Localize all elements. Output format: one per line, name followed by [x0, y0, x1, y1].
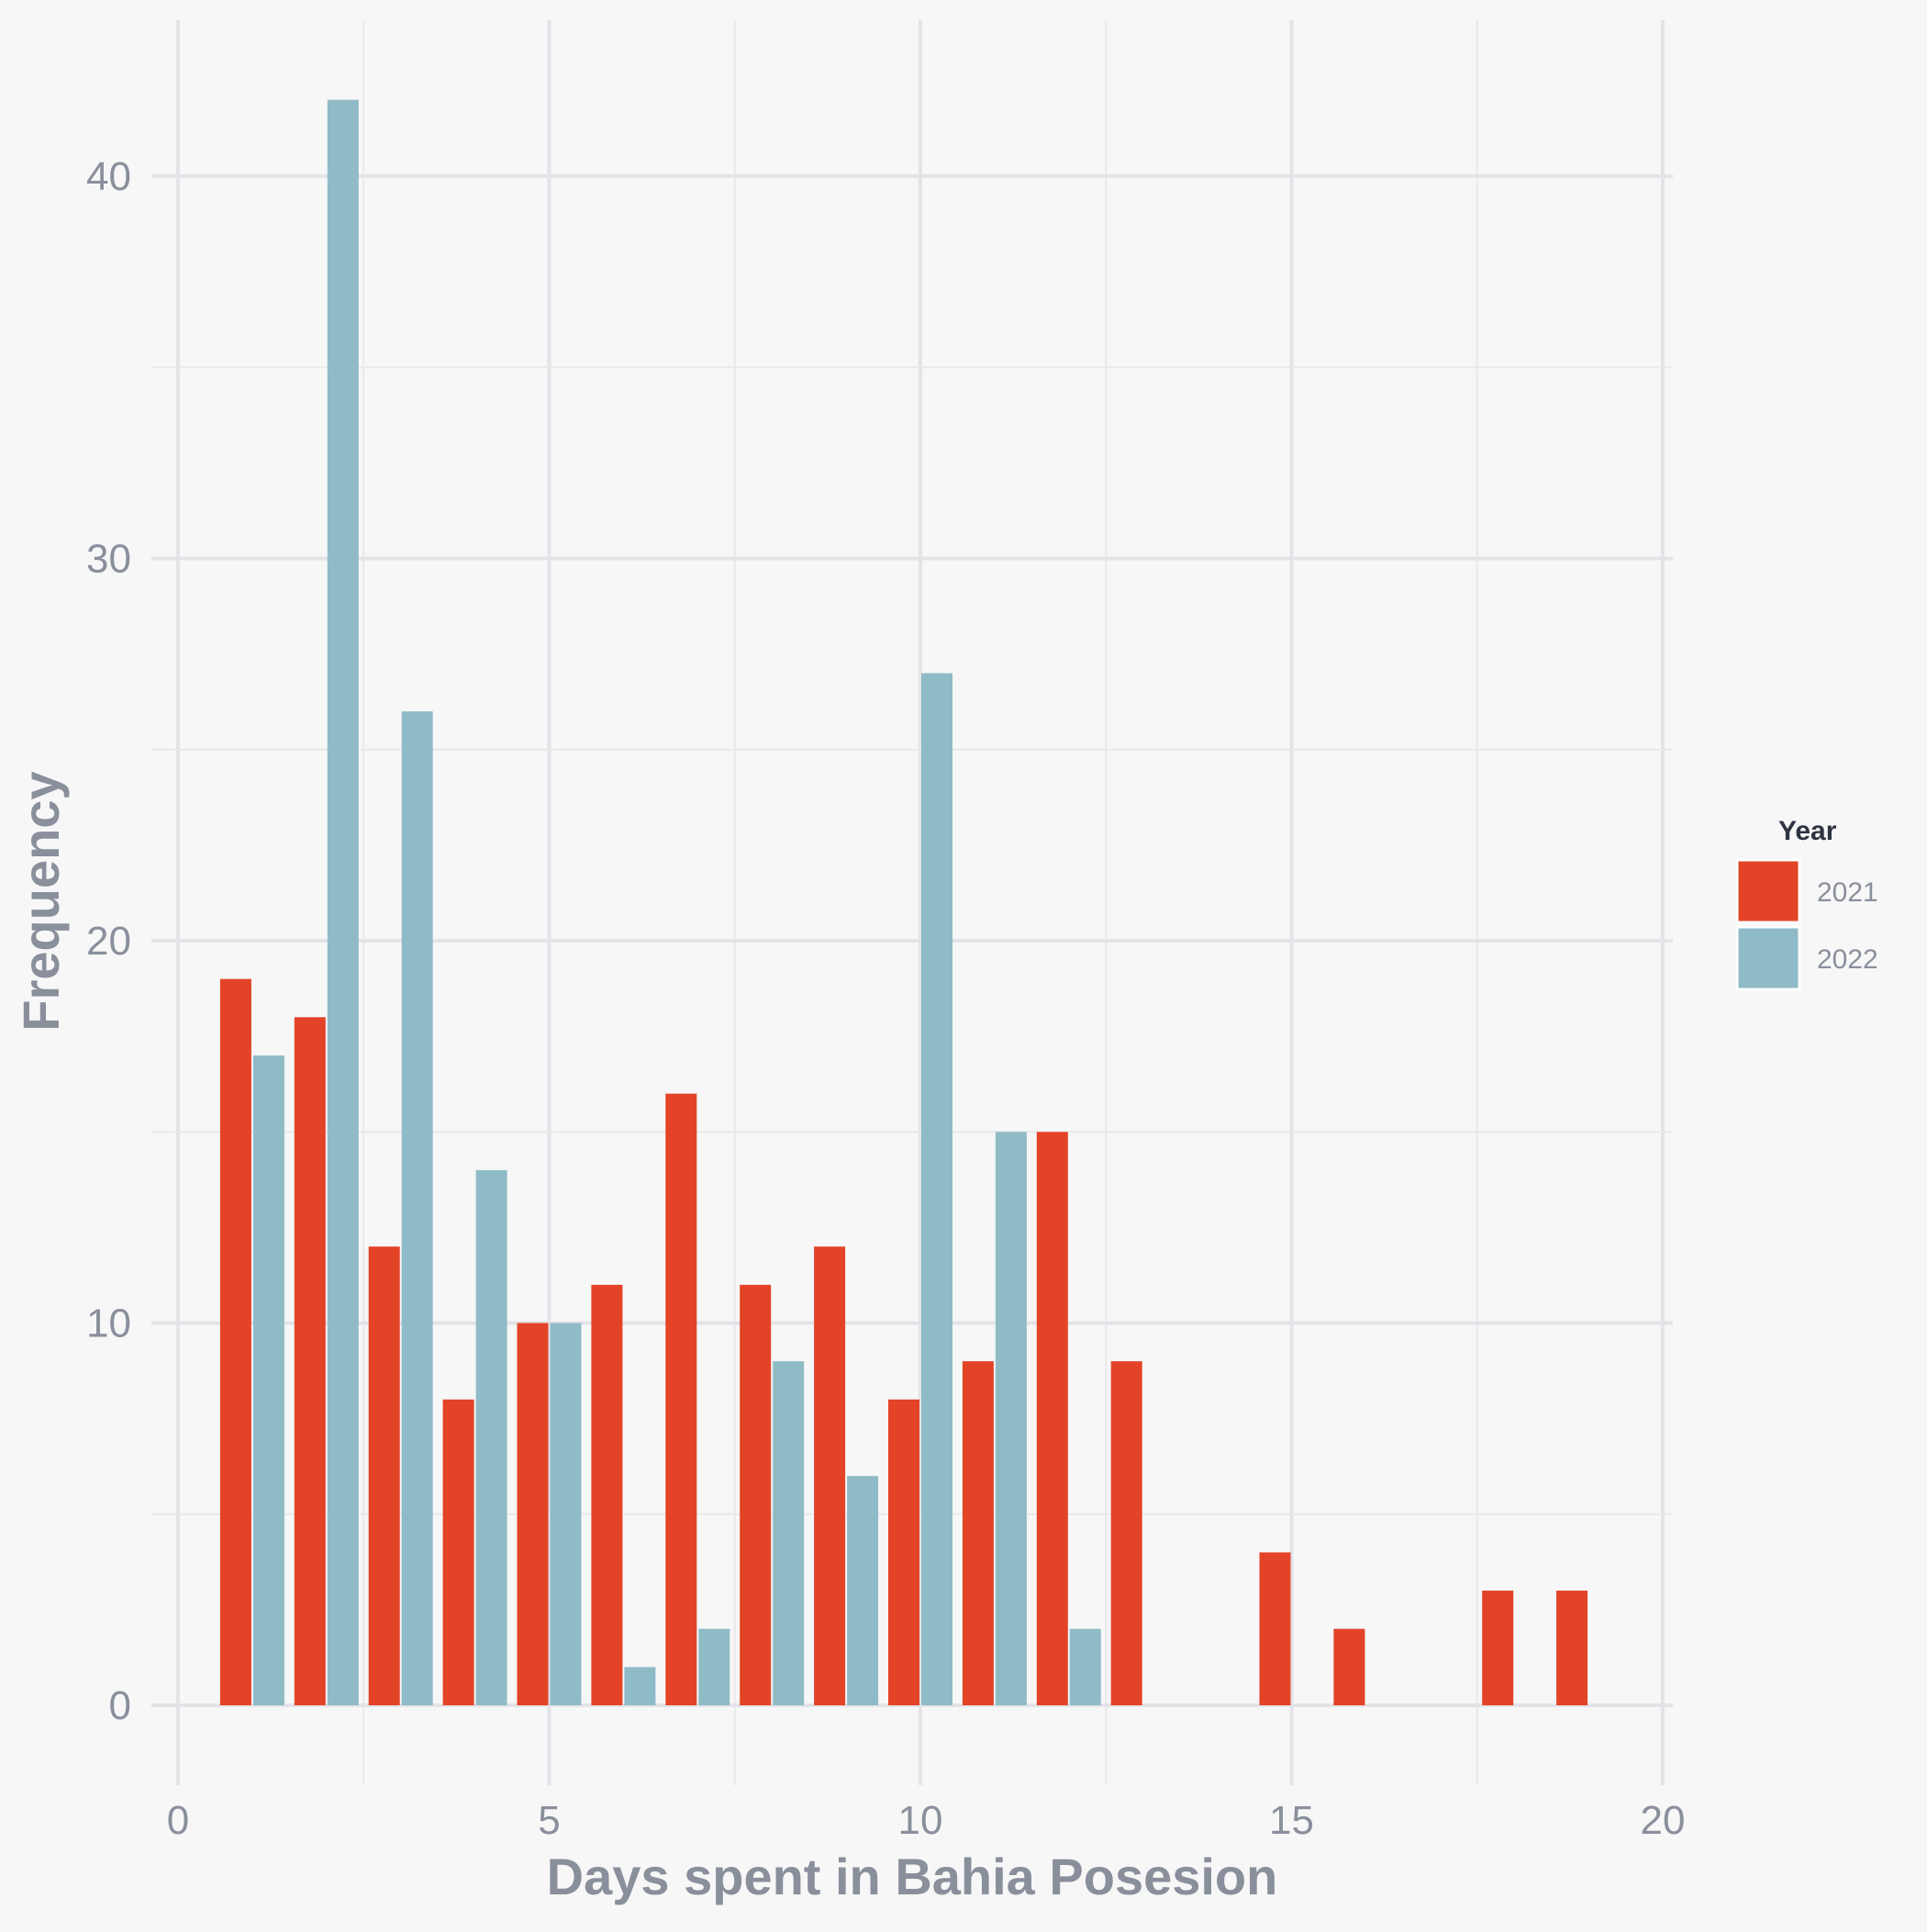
- bars: [219, 99, 1588, 1706]
- x-tick-label: 15: [1269, 1798, 1314, 1843]
- bar-2021-day-13: [1110, 1361, 1142, 1705]
- x-tick-label: 0: [167, 1798, 189, 1843]
- tick-labels: 0 5 10 15 20 0 10 20 30 40: [86, 154, 1685, 1843]
- y-tick-label: 0: [109, 1683, 131, 1728]
- x-axis-title: Days spent in Bahia Posesion: [547, 1848, 1278, 1905]
- x-tick-label: 20: [1641, 1798, 1686, 1843]
- bar-2021-day-5: [517, 1323, 549, 1705]
- bar-2021-day-18: [1482, 1591, 1514, 1705]
- bar-2021-day-3: [368, 1246, 400, 1705]
- legend-label-2021: 2021: [1817, 877, 1878, 908]
- bar-2022-day-7: [698, 1628, 730, 1705]
- bar-2021-day-15: [1259, 1552, 1291, 1705]
- legend-title: Year: [1778, 816, 1837, 846]
- y-tick-label: 20: [86, 919, 131, 964]
- y-axis-title: Frequency: [12, 771, 70, 1031]
- bar-2022-day-11: [995, 1132, 1027, 1705]
- bar-2021-day-11: [962, 1361, 994, 1705]
- y-tick-label: 40: [86, 154, 131, 199]
- bar-2021-day-9: [814, 1246, 846, 1705]
- bar-2021-day-6: [591, 1284, 623, 1705]
- bar-2021-day-1: [219, 978, 251, 1705]
- x-tick-label: 5: [538, 1798, 560, 1843]
- bar-2021-day-16: [1333, 1628, 1365, 1705]
- bar-2022-day-5: [550, 1323, 582, 1705]
- legend-label-2022: 2022: [1817, 944, 1878, 975]
- bar-2021-day-12: [1036, 1132, 1068, 1705]
- bar-2022-day-9: [847, 1476, 879, 1705]
- bar-2022-day-10: [921, 673, 952, 1706]
- bar-2022-day-12: [1069, 1628, 1101, 1705]
- bar-2022-day-3: [401, 711, 433, 1705]
- bar-2022-day-1: [252, 1055, 284, 1705]
- legend-swatch-2022: [1735, 925, 1801, 991]
- legend: Year 2021 2022: [1735, 816, 1878, 991]
- bar-2022-day-8: [773, 1361, 805, 1705]
- bar-2021-day-4: [442, 1399, 474, 1705]
- bar-2021-day-7: [665, 1093, 697, 1705]
- bar-2021-day-8: [740, 1284, 772, 1705]
- bar-2022-day-2: [327, 99, 359, 1706]
- legend-swatch-2021: [1735, 858, 1801, 924]
- bar-2021-day-19: [1556, 1591, 1588, 1705]
- bar-2022-day-4: [475, 1169, 507, 1705]
- bar-2021-day-2: [294, 1017, 326, 1705]
- bar-2022-day-6: [624, 1667, 656, 1705]
- y-tick-label: 10: [86, 1301, 131, 1346]
- y-tick-label: 30: [86, 537, 131, 582]
- x-tick-label: 10: [898, 1798, 943, 1843]
- bar-2021-day-10: [888, 1399, 919, 1705]
